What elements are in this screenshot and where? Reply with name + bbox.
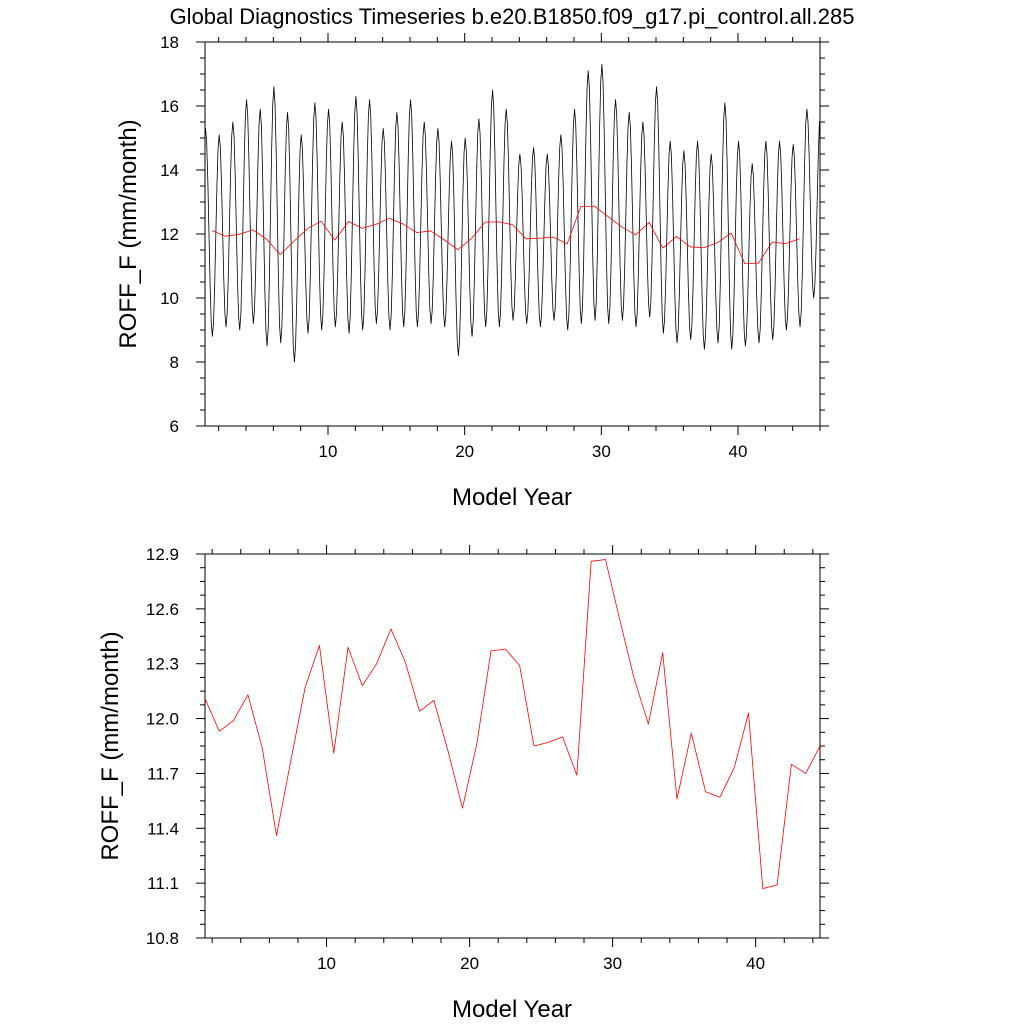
top-ticks: [196, 33, 829, 435]
x-tick-label: 40: [746, 954, 765, 973]
y-tick-label: 14: [160, 161, 179, 180]
x-tick-label: 10: [317, 954, 336, 973]
y-tick-label: 12.0: [146, 710, 179, 729]
bottom-tick-labels: 10 20 30 40 10.8 11.1 11.4 11.7 12.0 12.3 12.6 12.9: [146, 545, 765, 973]
bottom-plot-frame: [204, 553, 821, 939]
y-tick-label: 11.7: [147, 764, 179, 783]
y-tick-label: 6: [170, 417, 179, 436]
y-tick-label: 8: [170, 353, 179, 372]
x-tick-label: 40: [729, 442, 748, 461]
top-y-axis-label: ROFF_F (mm/month): [115, 119, 142, 348]
annual-series-line: [211, 205, 800, 265]
y-tick-label: 12.9: [146, 545, 179, 564]
x-tick-label: 20: [460, 954, 479, 973]
y-tick-label: 18: [160, 33, 179, 52]
figure-title: Global Diagnostics Timeseries b.e20.B185…: [170, 4, 855, 29]
x-tick-label: 30: [603, 954, 622, 973]
y-tick-label: 11.4: [147, 819, 179, 838]
top-plot-frame: [204, 41, 821, 427]
top-series: [205, 64, 820, 363]
top-x-axis-label: Model Year: [452, 484, 572, 511]
bottom-ticks: [196, 545, 829, 947]
bottom-x-axis-label: Model Year: [452, 996, 572, 1023]
annual-series-line: [204, 559, 821, 890]
x-tick-label: 20: [455, 442, 474, 461]
bottom-y-axis-label: ROFF_F (mm/month): [97, 631, 124, 860]
monthly-series-line: [205, 64, 820, 363]
bottom-panel: 10 20 30 40 10.8 11.1 11.4 11.7 12.0 12.3 12.6 12.9…: [97, 545, 829, 1023]
y-tick-label: 10: [160, 289, 179, 308]
top-panel: 10 20 30 40 6 8 10 12 14 16 18 Model Year ROFF_F (…: [115, 33, 829, 511]
y-tick-label: 12.3: [146, 655, 179, 674]
y-tick-label: 12: [160, 225, 179, 244]
bottom-series: [204, 559, 821, 890]
x-tick-label: 10: [319, 442, 338, 461]
y-tick-label: 10.8: [146, 929, 179, 948]
y-tick-label: 12.6: [146, 600, 179, 619]
y-tick-label: 16: [160, 97, 179, 116]
top-tick-labels: 10 20 30 40 6 8 10 12 14 16 18: [160, 33, 747, 461]
x-tick-label: 30: [592, 442, 611, 461]
y-tick-label: 11.1: [147, 874, 179, 893]
